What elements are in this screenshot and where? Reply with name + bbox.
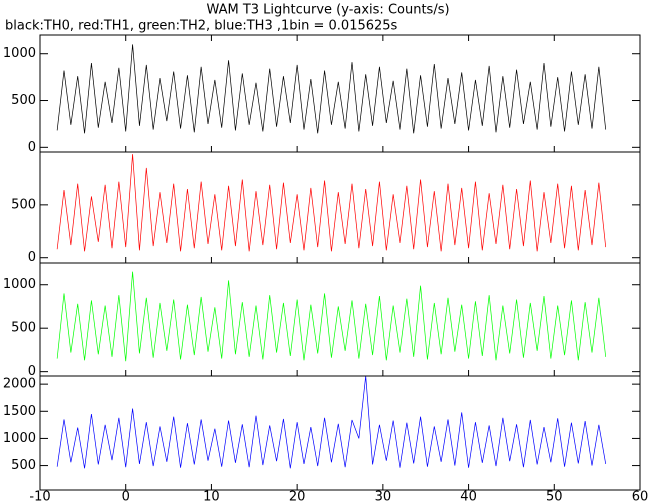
chart-subtitle: black:TH0, red:TH1, green:TH2, blue:TH3 … [5,19,398,34]
y-tick-label: 1000 [3,431,36,446]
y-tick-label: 500 [11,321,36,336]
series-line [56,44,607,134]
x-tick-label: 40 [460,490,477,504]
y-tick-label: 500 [11,197,36,212]
x-tick-label: 50 [546,490,563,504]
x-tick-label: 10 [203,490,220,504]
x-tick-label: 60 [632,490,649,504]
x-tick-label: 0 [122,490,130,504]
chart-title: WAM T3 Lightcurve (y-axis: Counts/s) [206,3,449,18]
y-tick-label: 0 [28,140,36,155]
y-tick-label: 500 [11,458,36,473]
series-line [56,154,607,252]
y-tick-label: 1500 [3,404,36,419]
y-tick-label: 1000 [3,277,36,292]
y-tick-label: 1000 [3,46,36,61]
y-tick-label: 0 [28,250,36,265]
series-line [56,271,607,362]
x-tick-label: -10 [29,490,50,504]
y-tick-label: 2000 [3,377,36,392]
series-line [56,375,607,469]
y-tick-label: 0 [28,364,36,379]
panel-frame [39,375,641,491]
y-tick-label: 500 [11,93,36,108]
x-tick-label: 20 [289,490,306,504]
x-tick-label: 30 [375,490,392,504]
